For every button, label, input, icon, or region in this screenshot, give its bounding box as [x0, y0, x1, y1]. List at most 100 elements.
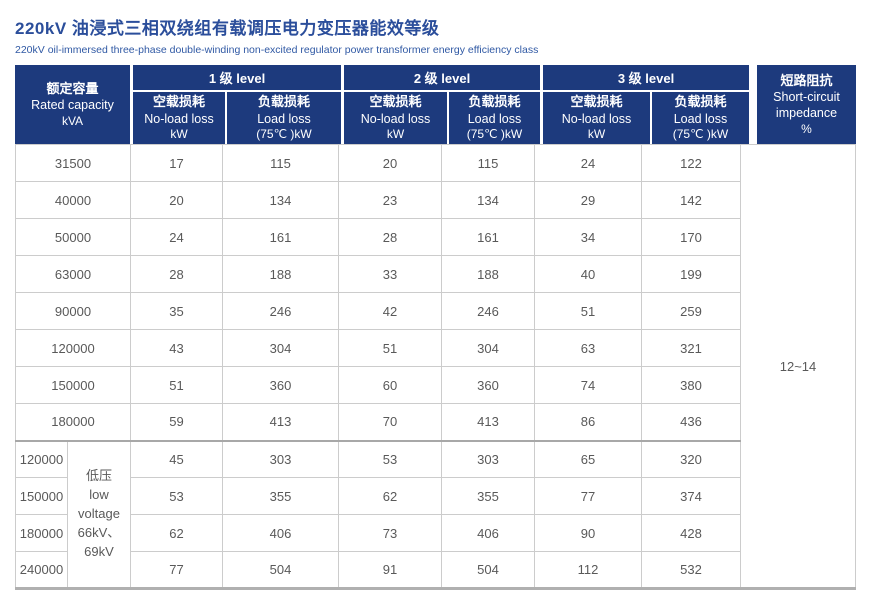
level-3-label: 3 级 level [543, 65, 749, 90]
value-cell: 303 [222, 439, 339, 478]
value-cell: 188 [441, 255, 535, 293]
capacity-cell: 150000 [15, 366, 131, 404]
value-cell: 33 [338, 255, 442, 293]
value-cell: 86 [534, 403, 642, 441]
load-loss-unit: (75℃ )kW [672, 127, 729, 142]
capacity-cell: 31500 [15, 144, 131, 182]
table-row: 90000 35 246 42 246 51 259 [15, 292, 856, 330]
value-cell: 24 [534, 144, 642, 182]
table-row: 240000 77 504 91 504 112 532 [15, 551, 856, 589]
rated-capacity-label-zh: 额定容量 [46, 80, 99, 96]
low-voltage-line: 低压 [85, 468, 112, 484]
no-load-loss-zh: 空载损耗 [369, 94, 422, 110]
value-cell: 112 [534, 551, 642, 589]
value-cell: 406 [222, 514, 339, 552]
col-group-level-1: 1 级 level 空载损耗 No-load loss kW 负载损耗 Load… [133, 65, 341, 144]
capacity-cell: 120000 [15, 329, 131, 367]
value-cell: 122 [641, 144, 741, 182]
table-body-grid: 31500 17 115 20 115 24 122 12~14 40000 20 134 23 134… [15, 144, 856, 590]
value-cell: 35 [130, 292, 223, 330]
value-cell: 74 [534, 366, 642, 404]
capacity-cell: 180000 [15, 403, 131, 441]
value-cell: 355 [222, 477, 339, 515]
value-cell: 436 [641, 403, 741, 441]
value-cell: 51 [338, 329, 442, 367]
value-cell: 504 [441, 551, 535, 589]
table-body: 31500 17 115 20 115 24 122 12~14 40000 20 134 23 134… [15, 144, 856, 589]
value-cell: 246 [222, 292, 339, 330]
value-cell: 28 [338, 218, 442, 256]
page: 220kV 油浸式三相双绕组有载调压电力变压器能效等级 220kV oil-im… [15, 19, 856, 590]
value-cell: 413 [222, 403, 339, 441]
value-cell: 17 [130, 144, 223, 182]
col-header-short-circuit-impedance: 短路阻抗 Short-circuit impedance % [757, 65, 856, 144]
col-group-level-3: 3 级 level 空载损耗 No-load loss kW 负载损耗 Load… [543, 65, 749, 144]
value-cell: 188 [222, 255, 339, 293]
rated-capacity-label-en: Rated capacity [31, 98, 114, 113]
no-load-loss-en: No-load loss [561, 111, 632, 126]
table-row: 50000 24 161 28 161 34 170 [15, 218, 856, 256]
value-cell: 77 [534, 477, 642, 515]
value-cell: 23 [338, 181, 442, 219]
value-cell: 115 [222, 144, 339, 182]
table-row: 31500 17 115 20 115 24 122 12~14 [15, 144, 856, 589]
value-cell: 161 [441, 218, 535, 256]
value-cell: 59 [130, 403, 223, 441]
value-cell: 20 [130, 181, 223, 219]
low-voltage-line: 66kV、 [77, 524, 121, 540]
value-cell: 320 [641, 439, 741, 478]
value-cell: 321 [641, 329, 741, 367]
col-header-no-load-loss-2: 空载损耗 No-load loss kW [344, 92, 447, 144]
value-cell: 134 [441, 181, 535, 219]
value-cell: 355 [441, 477, 535, 515]
value-cell: 304 [441, 329, 535, 367]
value-cell: 406 [441, 514, 535, 552]
col-header-no-load-loss-3: 空载损耗 No-load loss kW [543, 92, 650, 144]
value-cell: 28 [130, 255, 223, 293]
rated-capacity-unit: kVA [61, 113, 84, 128]
value-cell: 51 [130, 366, 223, 404]
value-cell: 51 [534, 292, 642, 330]
no-load-loss-en: No-load loss [144, 111, 214, 126]
table-row: 150000 53 355 62 355 77 374 [15, 477, 856, 515]
value-cell: 90 [534, 514, 642, 552]
value-cell: 142 [641, 181, 741, 219]
capacity-cell: 240000 [15, 551, 68, 589]
value-cell: 246 [441, 292, 535, 330]
value-cell: 504 [222, 551, 339, 589]
value-cell: 199 [641, 255, 741, 293]
capacity-cell: 90000 [15, 292, 131, 330]
page-title: 220kV 油浸式三相双绕组有载调压电力变压器能效等级 [15, 19, 440, 38]
value-cell: 43 [130, 329, 223, 367]
capacity-cell: 150000 [15, 477, 68, 515]
table-row: 150000 51 360 60 360 74 380 [15, 366, 856, 404]
no-load-loss-zh: 空载损耗 [570, 94, 623, 110]
value-cell: 304 [222, 329, 339, 367]
value-cell: 53 [130, 477, 223, 515]
value-cell: 428 [641, 514, 741, 552]
low-voltage-line: 69kV [84, 543, 114, 559]
col-header-load-loss-2: 负载损耗 Load loss (75℃ )kW [449, 92, 540, 144]
impedance-en1: Short-circuit [773, 90, 840, 105]
value-cell: 91 [338, 551, 442, 589]
value-cell: 20 [338, 144, 442, 182]
table-row: 120000 低压 low voltage 66kV、 69kV 45 303 53 303 65 3… [15, 439, 856, 589]
value-cell: 60 [338, 366, 442, 404]
no-load-loss-en: No-load loss [360, 111, 431, 126]
value-cell: 259 [641, 292, 741, 330]
value-cell: 40 [534, 255, 642, 293]
value-cell: 161 [222, 218, 339, 256]
value-cell: 77 [130, 551, 223, 589]
value-cell: 62 [130, 514, 223, 552]
table-row: 180000 59 413 70 413 86 436 [15, 403, 856, 441]
value-cell: 70 [338, 403, 442, 441]
col-group-level-2: 2 级 level 空载损耗 No-load loss kW 负载损耗 Load… [344, 65, 540, 144]
value-cell: 170 [641, 218, 741, 256]
impedance-cell: 12~14 [740, 144, 856, 589]
no-load-loss-unit: kW [170, 127, 188, 142]
table-header: 额定容量 Rated capacity kVA 1 级 level 空载损耗 N… [15, 65, 856, 144]
value-cell: 45 [130, 439, 223, 478]
no-load-loss-zh: 空载损耗 [152, 94, 205, 110]
value-cell: 303 [441, 439, 535, 478]
load-loss-unit: (75℃ )kW [256, 127, 312, 142]
